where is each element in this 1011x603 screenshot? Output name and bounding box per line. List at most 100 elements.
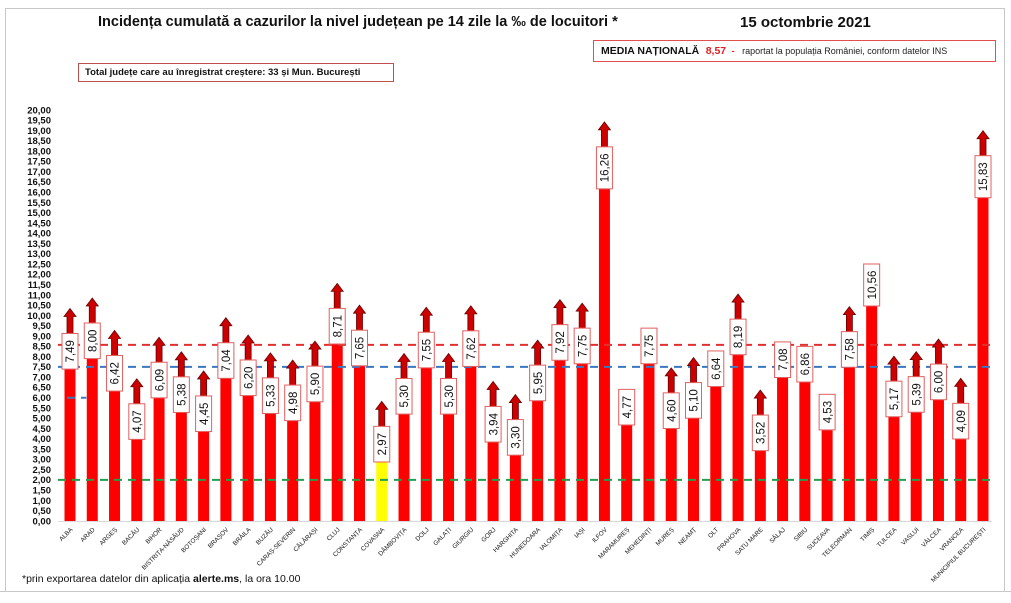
bar	[799, 380, 811, 521]
footnote-suffix: , la ora 10.00	[239, 573, 301, 585]
increase-arrow-icon	[976, 130, 990, 158]
increase-arrow-icon	[553, 298, 567, 327]
increase-arrow-icon	[107, 329, 122, 357]
data-label: 7,58	[845, 338, 857, 360]
data-label-box	[217, 342, 235, 379]
data-label: 15,83	[978, 162, 990, 191]
national-average-value: 8,57	[705, 45, 727, 57]
data-label-box	[395, 377, 413, 415]
y-tick-label: 17,50	[27, 157, 51, 168]
increase-arrow-icon	[374, 400, 389, 428]
increase-arrow-icon	[686, 356, 701, 384]
bar	[420, 365, 432, 521]
data-label-box	[328, 307, 346, 345]
increase-arrow-icon	[842, 305, 857, 334]
data-label-box	[150, 361, 168, 399]
y-tick-label: 10,50	[27, 301, 51, 312]
y-tick-label: 16,50	[27, 177, 51, 188]
y-tick-label: 0,50	[33, 506, 52, 517]
bar	[777, 375, 789, 521]
data-label: 6,64	[711, 357, 723, 380]
y-tick-label: 2,00	[33, 475, 52, 486]
increase-arrow-icon	[241, 334, 255, 362]
y-tick-label: 8,50	[33, 342, 52, 353]
bottom-divider	[0, 591, 1011, 592]
data-label-box	[595, 146, 613, 190]
data-label-box	[128, 403, 146, 440]
bar	[109, 389, 121, 521]
bar	[198, 429, 210, 521]
data-label-box	[907, 376, 925, 413]
y-tick-label: 5,00	[33, 414, 52, 425]
y-tick-label: 3,50	[33, 444, 52, 455]
increase-arrow-icon	[909, 350, 923, 379]
x-tick-label: DOLJ	[414, 526, 430, 542]
bar	[287, 418, 299, 521]
data-label-box	[573, 327, 591, 365]
increase-arrow-icon	[953, 377, 968, 405]
data-label: 5,30	[444, 385, 456, 407]
total-increase-box: Total județe care au înregistrat creșter…	[78, 63, 394, 82]
y-tick-label: 2,50	[33, 465, 52, 476]
bar	[331, 342, 343, 521]
data-label-box	[261, 377, 279, 414]
y-tick-label: 9,50	[33, 321, 52, 332]
bar	[843, 365, 855, 521]
data-label-box	[373, 425, 391, 463]
increase-arrow-icon	[397, 352, 411, 380]
y-tick-label: 19,50	[27, 116, 51, 127]
data-label-box	[106, 354, 124, 392]
y-tick-label: 5,50	[33, 403, 52, 414]
x-tick-label: BACĂU	[120, 525, 142, 547]
x-tick-label: BIHOR	[144, 526, 163, 545]
bar	[621, 422, 633, 521]
bar	[821, 427, 833, 521]
national-average-dash: -	[731, 46, 735, 56]
data-label: 5,10	[689, 389, 701, 411]
reference-lines	[58, 343, 992, 481]
bar	[866, 303, 878, 521]
increase-arrow-icon	[152, 336, 166, 364]
data-label-box	[417, 331, 435, 369]
y-tick-label: 14,00	[27, 229, 51, 240]
data-label-box	[774, 341, 792, 379]
data-label: 4,07	[132, 410, 144, 432]
national-average-label: MEDIA NAȚIONALĂ	[601, 45, 700, 57]
data-label: 2,97	[377, 433, 389, 455]
data-label: 3,52	[756, 422, 768, 444]
x-tick-label: TIMIȘ	[859, 526, 876, 543]
increase-arrow-icon	[174, 351, 189, 379]
increase-arrow-icon	[330, 282, 345, 310]
footnote-prefix: *prin exportarea datelor din aplicația	[22, 573, 194, 585]
data-label: 4,09	[956, 410, 968, 432]
increase-arrow-icon	[352, 304, 367, 332]
data-label: 4,45	[199, 403, 211, 425]
data-label: 5,17	[889, 388, 901, 410]
x-tick-label: ARGEȘ	[98, 526, 119, 547]
y-tick-label: 6,50	[33, 383, 52, 394]
data-label-box	[751, 414, 769, 452]
increase-arrow-icon	[931, 338, 946, 366]
data-label: 3,30	[511, 426, 523, 448]
x-tick-label: ARAD	[79, 526, 97, 544]
data-label-box	[796, 345, 814, 383]
data-label: 6,00	[934, 371, 946, 393]
x-tick-label: VÂLCEA	[919, 524, 944, 549]
x-tick-label: GIURGIU	[451, 526, 475, 550]
y-tick-label: 15,00	[27, 208, 51, 219]
increase-arrow-icon	[285, 359, 300, 387]
y-tick-label: 4,00	[33, 434, 52, 445]
increase-arrow-icon	[219, 317, 233, 345]
data-label: 4,98	[288, 392, 300, 414]
x-tick-label: TULCEA	[876, 526, 899, 549]
x-tick-label: GORJ	[480, 526, 497, 543]
increase-arrow-icon	[419, 306, 434, 334]
x-tick-label: BUZĂU	[253, 525, 275, 547]
data-label: 4,53	[822, 401, 834, 423]
y-tick-label: 6,00	[33, 393, 52, 404]
bar	[131, 437, 143, 521]
y-tick-label: 14,50	[27, 218, 51, 229]
bar	[398, 412, 410, 521]
y-tick-label: 20,00	[27, 105, 51, 116]
